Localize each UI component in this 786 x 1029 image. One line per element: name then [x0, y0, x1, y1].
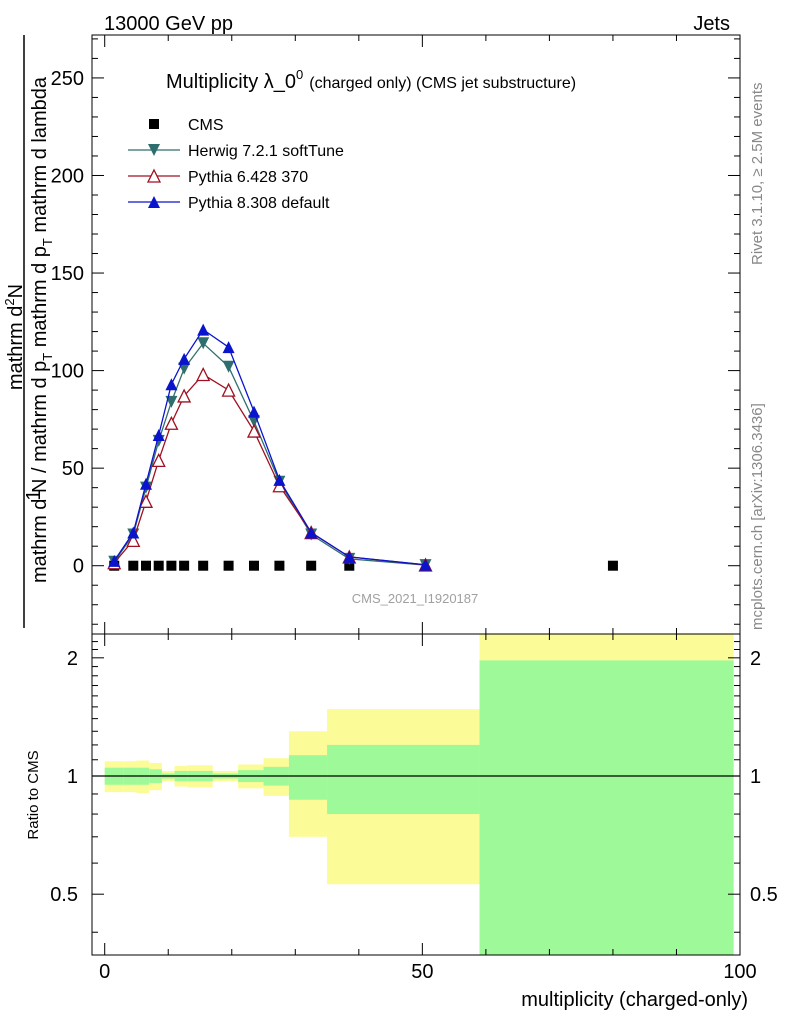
data-point-pythia-8-308-default: [152, 428, 165, 441]
data-point-cms: [306, 560, 317, 571]
main-plot-panel: 0 50 100 150 200 250 Multiplicity λ_00(charge…: [2, 34, 741, 635]
data-point-pythia-6-428-370: [151, 452, 166, 467]
data-point-pythia-8-308-default: [419, 558, 432, 571]
data-point-cms: [153, 560, 164, 571]
data-point-pythia-8-308-default: [222, 341, 235, 354]
data-point-pythia-8-308-default: [127, 526, 140, 539]
series-pythia-6-428-370: [107, 367, 433, 572]
legend-marker-herwig-7-2-1-softtune: [148, 144, 160, 156]
data-point-pythia-8-308-default: [108, 554, 121, 567]
main-y-axis-label: 1 mathrm d2N mathrm d N / mathrm d pT ma…: [2, 35, 55, 628]
data-point-cms: [179, 560, 190, 571]
legend-label-cms: CMS: [188, 117, 224, 134]
data-point-pythia-6-428-370: [164, 415, 179, 430]
ratio-y-tick-label: 2: [67, 648, 78, 670]
series-pythia-8-308-default: [108, 323, 432, 571]
ratio-y-tick-label-right: 2: [750, 648, 761, 670]
data-point-pythia-6-428-370: [246, 423, 262, 438]
data-point-pythia-8-308-default: [273, 473, 286, 486]
ratio-inner-band: [288, 755, 328, 800]
data-point-pythia-8-308-default: [140, 477, 152, 490]
legend-marker-pythia-6-428-370: [146, 168, 162, 183]
ratio-y-label: Ratio to CMS: [25, 750, 42, 839]
ratio-frame: [91, 633, 741, 956]
analysis-id-watermark: CMS_2021_I1920187: [352, 591, 479, 606]
ratio-inner-band: [479, 660, 734, 955]
data-point-cms: [223, 560, 234, 571]
ratio-axes: 0.5 0.5 1 1 2 2 0 50 100: [50, 634, 778, 983]
data-point-pythia-6-428-370: [177, 388, 192, 403]
data-point-pythia-8-308-default: [197, 323, 210, 336]
data-point-cms: [274, 560, 285, 571]
data-point-cms: [141, 560, 151, 571]
data-point-pythia-6-428-370: [126, 532, 141, 547]
data-point-cms: [344, 560, 355, 571]
legend-marker-pythia-8-308-default: [148, 196, 160, 208]
y-label-denominator-text: mathrm d N / mathrm d pT mathrm d pT mat…: [29, 76, 55, 583]
data-point-pythia-8-308-default: [178, 352, 191, 365]
data-point-pythia-8-308-default: [343, 550, 356, 563]
legend: CMS Herwig 7.2.1 softTune Pythia 6.428 370…: [128, 117, 344, 212]
main-y-tick-label: 100: [51, 361, 84, 383]
data-point-cms: [607, 560, 618, 571]
data-point-pythia-8-308-default: [305, 526, 318, 539]
data-point-cms: [166, 560, 177, 571]
data-point-pythia-8-308-default: [248, 405, 260, 418]
rivet-version-label: Rivet 3.1.10, ≥ 2.5M events: [749, 83, 766, 266]
data-point-herwig-7-2-1-softtune: [197, 337, 210, 350]
legend-label-herwig-7-2-1-softtune: Herwig 7.2.1 softTune: [188, 143, 344, 160]
ratio-y-tick-label: 1: [67, 766, 78, 788]
plot-title: Multiplicity λ_00(charged only) (CMS jet…: [166, 67, 576, 93]
main-data-layer: [107, 323, 618, 572]
x-tick-label: 100: [723, 961, 756, 983]
energy-label: 13000 GeV pp: [104, 13, 233, 35]
main-y-tick-label: 200: [51, 165, 84, 187]
series-cms: [109, 560, 618, 571]
data-point-cms: [128, 560, 139, 571]
main-axes: 0 50 100 150 200 250: [51, 35, 741, 634]
y-label-numerator: 1: [23, 489, 45, 500]
ratio-y-tick-label: 0.5: [50, 884, 78, 906]
data-point-pythia-6-428-370: [196, 367, 211, 382]
legend-marker-cms: [149, 119, 159, 129]
data-point-pythia-6-428-370: [221, 382, 236, 397]
legend-label-pythia-8-308-default: Pythia 8.308 default: [188, 195, 330, 212]
legend-label-pythia-6-428-370: Pythia 6.428 370: [188, 169, 308, 186]
x-axis-label: multiplicity (charged-only): [521, 989, 748, 1011]
x-tick-label: 50: [411, 961, 433, 983]
data-point-cms: [198, 560, 209, 571]
main-y-tick-label: 0: [73, 556, 84, 578]
mcplots-site-label: mcplots.cern.ch [arXiv:1306.3436]: [749, 403, 766, 630]
ratio-plot-panel: 0.5 0.5 1 1 2 2 0 50 100 Ratio to CMS multiplici…: [25, 633, 778, 1011]
data-point-pythia-6-428-370: [138, 493, 154, 508]
series-line-pythia-6-428-370: [113, 373, 426, 566]
ratio-band-layer: [92, 634, 740, 955]
ratio-inner-band: [327, 744, 480, 815]
ratio-y-tick-label-right: 0.5: [750, 884, 778, 906]
process-label: Jets: [693, 13, 730, 35]
main-y-tick-label: 250: [51, 68, 84, 90]
data-point-cms: [249, 560, 259, 571]
data-point-herwig-7-2-1-softtune: [222, 360, 235, 373]
ratio-y-tick-label-right: 1: [750, 766, 761, 788]
main-y-tick-label: 150: [51, 263, 84, 285]
series-line-pythia-8-308-default: [113, 328, 426, 566]
x-tick-label: 0: [99, 961, 110, 983]
data-point-pythia-8-308-default: [165, 378, 178, 391]
main-y-tick-label: 50: [62, 458, 84, 480]
